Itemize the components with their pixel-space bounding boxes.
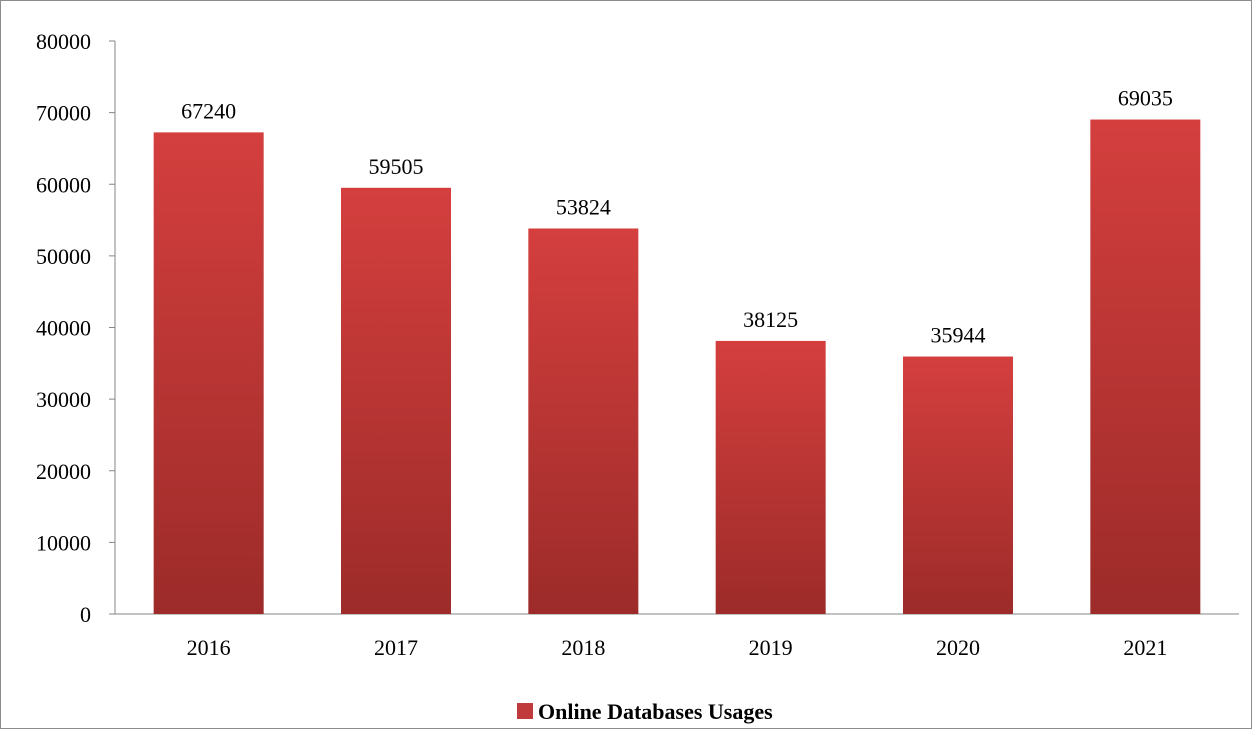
x-axis-ticks: 2016 2017 2018 2019 2020 2021 <box>187 635 1168 660</box>
x-tick-label-2021: 2021 <box>1123 635 1167 660</box>
bar-2018 <box>528 228 639 614</box>
legend: Online Databases Usages <box>517 699 773 724</box>
y-tick-label: 20000 <box>36 459 91 484</box>
x-tick-label-2016: 2016 <box>187 635 231 660</box>
y-tick-label: 60000 <box>36 172 91 197</box>
bar-2019 <box>715 340 826 614</box>
bar-2021 <box>1090 119 1201 615</box>
data-labels: 67240 59505 53824 38125 35944 69035 <box>181 86 1173 348</box>
y-tick-label: 40000 <box>36 316 91 341</box>
data-label-2020: 35944 <box>931 323 986 348</box>
bar-2017 <box>341 187 451 614</box>
data-label-2017: 59505 <box>369 154 424 179</box>
y-tick-label: 0 <box>80 602 91 627</box>
x-tick-label-2018: 2018 <box>561 635 605 660</box>
bar-2016 <box>153 132 264 614</box>
y-tick-label: 10000 <box>36 530 91 555</box>
legend-label: Online Databases Usages <box>538 699 773 724</box>
data-label-2021: 69035 <box>1118 86 1173 111</box>
legend-swatch <box>517 703 533 719</box>
y-axis-ticks: 0 10000 20000 30000 40000 50000 60000 70000 8000… <box>36 29 115 627</box>
chart-axes <box>114 41 1239 615</box>
data-label-2018: 53824 <box>556 194 611 219</box>
y-tick-label: 70000 <box>36 101 91 126</box>
data-label-2016: 67240 <box>181 98 236 123</box>
x-tick-label-2019: 2019 <box>749 635 793 660</box>
x-tick-label-2017: 2017 <box>374 635 418 660</box>
y-tick-label: 30000 <box>36 387 91 412</box>
bar-2020 <box>903 356 1013 614</box>
x-tick-label-2020: 2020 <box>936 635 980 660</box>
bar-series <box>153 119 1201 615</box>
y-tick-label: 50000 <box>36 244 91 269</box>
data-label-2019: 38125 <box>743 307 798 332</box>
y-tick-label: 80000 <box>36 29 91 54</box>
